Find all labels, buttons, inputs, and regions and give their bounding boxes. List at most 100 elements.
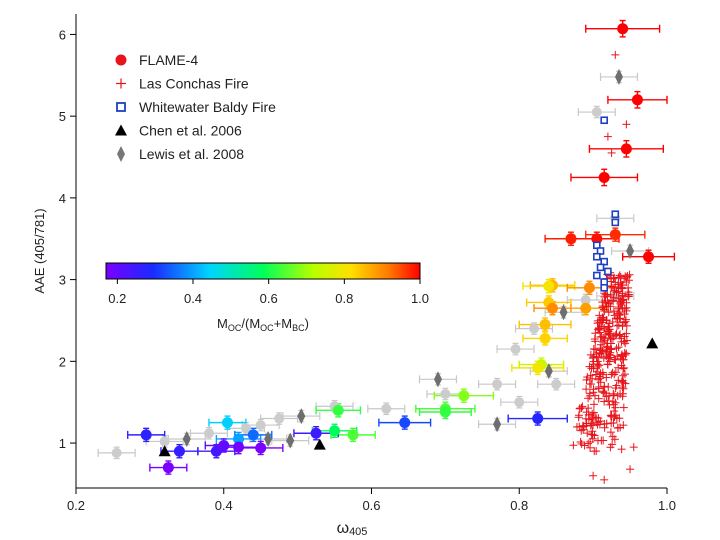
las-conchas-point xyxy=(612,288,621,297)
las-conchas-point xyxy=(599,301,608,310)
x-axis-title-main: ω xyxy=(337,520,350,537)
las-conchas-point xyxy=(599,354,608,363)
whitewater-point xyxy=(604,267,612,276)
las-conchas-point xyxy=(609,307,618,316)
flame4-point xyxy=(532,362,544,374)
lewis-point xyxy=(493,416,502,433)
las-conchas-point xyxy=(597,436,606,445)
las-conchas-point xyxy=(622,321,631,330)
las-conchas-point xyxy=(618,392,627,401)
las-conchas-point xyxy=(609,400,618,409)
las-conchas-point xyxy=(591,329,600,338)
flame4-point xyxy=(609,229,621,241)
y-axis-ticks: 1 2 3 4 5 6 xyxy=(59,27,76,451)
x-tick-label: 1.0 xyxy=(658,498,676,513)
las-conchas-point xyxy=(629,443,638,452)
y-tick-label: 3 xyxy=(59,273,66,288)
las-conchas-point xyxy=(594,361,603,370)
las-conchas-point xyxy=(585,362,594,371)
las-conchas-point xyxy=(609,418,618,427)
las-conchas-point xyxy=(577,426,586,435)
las-conchas-point xyxy=(618,296,627,305)
las-conchas-series-layer xyxy=(569,50,638,484)
las-conchas-point xyxy=(576,438,585,447)
las-conchas-point xyxy=(611,355,620,364)
lewis-point xyxy=(255,420,266,431)
colorbar-tick-label: 0.2 xyxy=(108,291,126,306)
lewis-point xyxy=(297,408,306,425)
las-conchas-point xyxy=(574,413,583,422)
las-conchas-point xyxy=(600,475,609,484)
whitewater-point xyxy=(611,210,620,219)
las-conchas-point xyxy=(613,321,622,330)
las-conchas-point xyxy=(582,385,591,394)
las-conchas-point xyxy=(615,308,624,317)
colorbar-ticks: 0.2 0.4 0.6 0.8 1.0 xyxy=(108,279,429,306)
las-conchas-point xyxy=(587,430,596,439)
las-conchas-point xyxy=(620,370,629,379)
las-conchas-point xyxy=(584,394,593,403)
lewis-point xyxy=(551,379,562,390)
legend-marker-triangle xyxy=(115,124,127,136)
las-conchas-point xyxy=(595,372,604,381)
lewis-point xyxy=(626,243,635,259)
legend-item: Lewis et al. 2008 xyxy=(117,146,244,162)
las-conchas-point xyxy=(619,371,628,380)
lewis-point xyxy=(111,447,122,458)
flame4-point xyxy=(439,406,451,418)
las-conchas-point xyxy=(600,423,609,432)
las-conchas-point xyxy=(587,419,596,428)
flame4-point xyxy=(580,302,592,314)
y-axis-title: AAE (405/781) xyxy=(32,208,47,293)
las-conchas-point xyxy=(589,388,598,397)
x-axis-title: ω405 xyxy=(337,520,368,538)
legend-item: Las Conchas Fire xyxy=(116,76,249,92)
las-conchas-point xyxy=(615,331,624,340)
las-conchas-point xyxy=(611,278,620,287)
las-conchas-point xyxy=(614,287,623,296)
lewis-point xyxy=(182,430,191,447)
whitewater-point xyxy=(611,218,620,227)
flame4-point xyxy=(221,417,233,429)
flame4-point xyxy=(598,171,610,183)
lewis-point xyxy=(544,363,553,380)
colorbar-tick-label: 0.4 xyxy=(184,291,202,306)
las-conchas-point xyxy=(586,437,595,446)
lewis-point xyxy=(264,430,273,447)
las-conchas-point xyxy=(603,360,612,369)
las-conchas-point xyxy=(617,301,626,310)
las-conchas-point xyxy=(597,348,606,357)
las-conchas-point xyxy=(600,383,609,392)
las-conchas-point xyxy=(614,321,623,330)
whitewater-series-layer xyxy=(593,116,620,292)
las-conchas-point xyxy=(598,313,607,322)
las-conchas-point xyxy=(607,335,616,344)
las-conchas-point xyxy=(617,361,626,370)
las-conchas-point xyxy=(613,424,622,433)
las-conchas-point xyxy=(626,465,635,474)
las-conchas-point xyxy=(622,306,631,315)
las-conchas-point xyxy=(625,270,634,279)
las-conchas-point xyxy=(623,290,632,299)
las-conchas-point xyxy=(619,421,628,430)
las-conchas-point xyxy=(604,322,613,331)
flame4-point xyxy=(458,390,470,402)
whitewater-point xyxy=(600,283,609,292)
las-conchas-point xyxy=(611,411,620,420)
las-conchas-point xyxy=(595,325,604,334)
flame4-point xyxy=(140,429,152,441)
x-tick-label: 0.4 xyxy=(215,498,233,513)
flame4-point xyxy=(643,251,655,263)
las-conchas-point xyxy=(581,414,590,423)
x-tick-label: 0.6 xyxy=(362,498,380,513)
las-conchas-point xyxy=(610,355,619,364)
las-conchas-point xyxy=(597,340,606,349)
legend-marker-circle xyxy=(115,54,127,66)
las-conchas-point xyxy=(582,408,591,417)
las-conchas-point xyxy=(609,293,618,302)
legend-label: Lewis et al. 2008 xyxy=(139,146,244,162)
las-conchas-point xyxy=(590,447,599,456)
las-conchas-point xyxy=(589,400,598,409)
las-conchas-point xyxy=(593,362,602,371)
flame4-point xyxy=(233,433,245,445)
